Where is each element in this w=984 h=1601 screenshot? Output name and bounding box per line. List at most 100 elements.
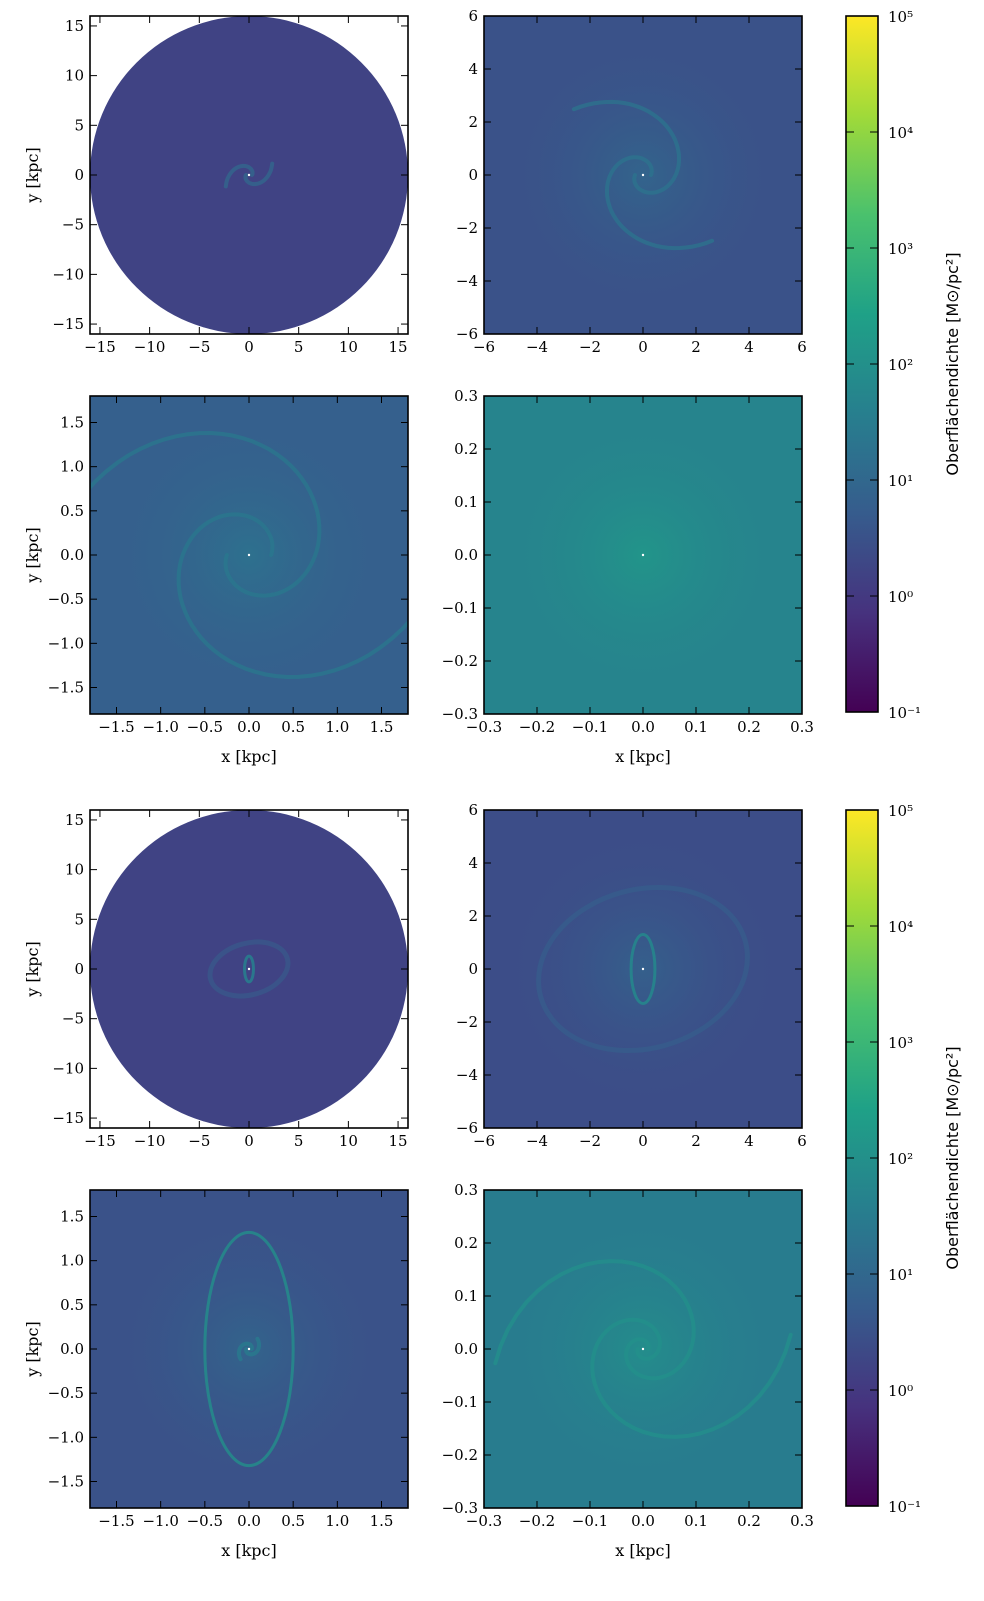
x-tick-label: 0 bbox=[244, 338, 254, 356]
spiral-arm bbox=[605, 155, 715, 251]
y-tick-label: 6 bbox=[468, 7, 478, 25]
density-map bbox=[90, 1190, 408, 1508]
y-tick-label: 6 bbox=[468, 801, 478, 819]
colorbar-tick-label: 10² bbox=[888, 356, 913, 374]
x-tick-label: 5 bbox=[294, 338, 304, 356]
x-axis-label: x [kpc] bbox=[615, 1541, 671, 1560]
x-tick-label: −2 bbox=[579, 1132, 601, 1150]
y-tick-label: −2 bbox=[456, 219, 478, 237]
x-tick-label: −6 bbox=[473, 338, 495, 356]
colorbar-tick-label: 10⁰ bbox=[888, 588, 913, 606]
x-tick-label: 0 bbox=[244, 1132, 254, 1150]
colorbar-tick-label: 10¹ bbox=[888, 1266, 913, 1284]
x-tick-label: −5 bbox=[188, 338, 210, 356]
y-tick-label: −0.5 bbox=[48, 590, 84, 608]
y-tick-label: −5 bbox=[62, 1010, 84, 1028]
density-map bbox=[484, 810, 802, 1128]
x-tick-label: 0.1 bbox=[684, 718, 708, 736]
density-map bbox=[90, 810, 408, 1128]
outer-ring bbox=[536, 884, 750, 1054]
y-tick-label: −1.5 bbox=[48, 1473, 84, 1491]
x-tick-label: −0.1 bbox=[572, 718, 608, 736]
density-map bbox=[484, 1190, 802, 1508]
y-tick-label: 0.2 bbox=[454, 440, 478, 458]
x-tick-label: −2 bbox=[579, 338, 601, 356]
x-tick-label: 0.3 bbox=[790, 718, 814, 736]
x-tick-label: −5 bbox=[188, 1132, 210, 1150]
y-tick-label: 5 bbox=[74, 910, 84, 928]
spiral-arm bbox=[571, 99, 681, 195]
x-axis-label: x [kpc] bbox=[221, 1541, 277, 1560]
x-tick-label: −0.3 bbox=[466, 718, 502, 736]
y-tick-label: 0.1 bbox=[454, 1287, 478, 1305]
y-tick-label: 1.0 bbox=[60, 458, 84, 476]
y-tick-label: 0.3 bbox=[454, 387, 478, 405]
colorbar-tick-label: 10⁰ bbox=[888, 1382, 913, 1400]
central-point bbox=[247, 967, 251, 971]
x-tick-label: 0.5 bbox=[281, 718, 305, 736]
y-tick-label: 0 bbox=[468, 960, 478, 978]
x-tick-label: 1.5 bbox=[370, 718, 394, 736]
density-map bbox=[90, 396, 408, 714]
spiral-arm bbox=[223, 163, 255, 189]
bar-ellipse bbox=[203, 1230, 295, 1468]
y-tick-label: −15 bbox=[52, 315, 84, 333]
x-tick-label: 0.2 bbox=[737, 718, 761, 736]
x-axis-label: x [kpc] bbox=[221, 747, 277, 766]
spiral-arm bbox=[90, 430, 322, 598]
colorbar-tick-label: 10⁻¹ bbox=[888, 704, 921, 722]
x-tick-label: −0.2 bbox=[519, 1512, 555, 1530]
y-tick-label: 0.0 bbox=[60, 1340, 84, 1358]
y-tick-label: −0.2 bbox=[442, 1446, 478, 1464]
y-tick-label: −15 bbox=[52, 1109, 84, 1127]
y-tick-label: 2 bbox=[468, 907, 478, 925]
x-tick-label: −4 bbox=[526, 338, 548, 356]
colorbar-tick-label: 10⁴ bbox=[888, 124, 913, 142]
panel-bottom-zoom-0.3kpc: −0.3 −0.2 −0.1 0.0 0.1 0.2 0.3 −0.3 −0.2 −0.1 0.0 0… bbox=[442, 1181, 814, 1560]
y-tick-label: −0.2 bbox=[442, 652, 478, 670]
colorbar: 10⁻¹ 10⁰ 10¹ 10² 10³ 10⁴ 10⁵ Oberflächendichte … bbox=[845, 802, 962, 1516]
colorbar-tick-label: 10¹ bbox=[888, 472, 913, 490]
x-tick-label: 0.0 bbox=[631, 1512, 655, 1530]
y-tick-label: −5 bbox=[62, 216, 84, 234]
spiral-arm bbox=[493, 1259, 696, 1381]
density-map bbox=[90, 16, 408, 334]
density-map bbox=[484, 16, 802, 334]
central-point bbox=[247, 553, 251, 557]
x-tick-label: 1.0 bbox=[325, 1512, 349, 1530]
x-tick-label: 6 bbox=[797, 338, 807, 356]
colorbar-tick-label: 10³ bbox=[888, 1034, 913, 1052]
y-axis-label: y [kpc] bbox=[23, 527, 42, 584]
y-tick-label: 10 bbox=[65, 67, 84, 85]
x-tick-label: 4 bbox=[744, 1132, 754, 1150]
y-tick-label: 0.0 bbox=[454, 546, 478, 564]
y-tick-label: 0.0 bbox=[454, 1340, 478, 1358]
x-tick-label: −6 bbox=[473, 1132, 495, 1150]
y-tick-label: −10 bbox=[52, 1059, 84, 1077]
y-tick-label: 0.5 bbox=[60, 502, 84, 520]
x-tick-label: 0 bbox=[638, 1132, 648, 1150]
y-tick-label: −1.0 bbox=[48, 1428, 84, 1446]
y-tick-label: 15 bbox=[65, 17, 84, 35]
y-tick-label: −2 bbox=[456, 1013, 478, 1031]
colorbar: 10⁻¹ 10⁰ 10¹ 10² 10³ 10⁴ 10⁵ Oberflächendichte … bbox=[845, 8, 962, 722]
density-map bbox=[484, 396, 802, 714]
panel-bottom-zoom-6kpc: −6 −4 −2 0 2 4 6 −6 −4 −2 0 2 4 6 bbox=[456, 801, 807, 1150]
x-tick-label: 2 bbox=[691, 338, 701, 356]
y-tick-label: −6 bbox=[456, 1119, 478, 1137]
x-tick-label: 1.5 bbox=[370, 1512, 394, 1530]
x-tick-label: 0.1 bbox=[684, 1512, 708, 1530]
spiral-arm bbox=[590, 1317, 793, 1439]
x-tick-label: −1.5 bbox=[98, 1512, 134, 1530]
x-tick-label: −0.3 bbox=[466, 1512, 502, 1530]
x-tick-label: −0.5 bbox=[187, 1512, 223, 1530]
x-tick-label: −15 bbox=[84, 338, 116, 356]
x-tick-label: 15 bbox=[389, 338, 408, 356]
y-tick-label: 0.3 bbox=[454, 1181, 478, 1199]
y-tick-label: 10 bbox=[65, 861, 84, 879]
y-tick-label: −4 bbox=[456, 1066, 478, 1084]
y-tick-label: −1.0 bbox=[48, 634, 84, 652]
y-tick-label: 1.5 bbox=[60, 1208, 84, 1226]
x-tick-label: −0.1 bbox=[572, 1512, 608, 1530]
